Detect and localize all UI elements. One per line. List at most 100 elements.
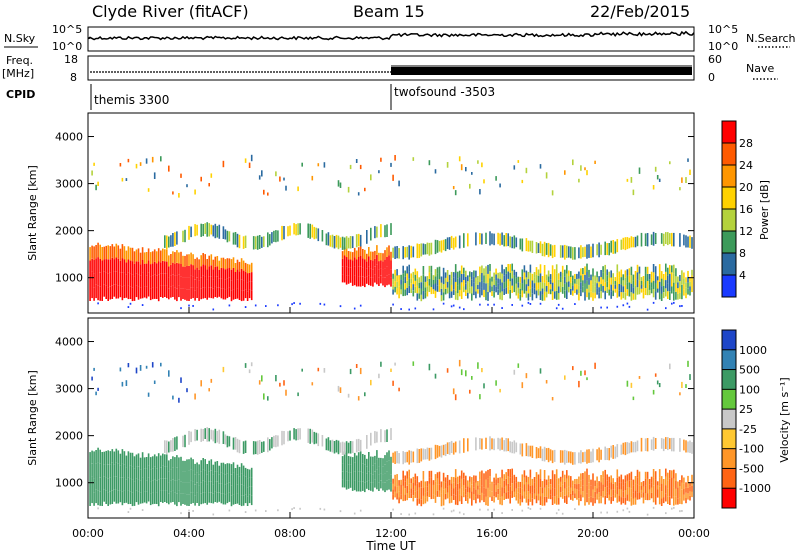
- power-cell: [636, 287, 639, 295]
- power-cell: [448, 274, 451, 281]
- power-cell: [509, 264, 511, 273]
- power-cell: [539, 241, 542, 254]
- velocity-cell: [182, 471, 184, 483]
- velocity-cell: [250, 362, 253, 367]
- velocity-cell: [238, 495, 241, 505]
- velocity-cell: [240, 484, 243, 496]
- velocity-cell: [420, 480, 423, 488]
- power-cell: [91, 271, 93, 285]
- power-cell: [125, 286, 128, 298]
- velocity-cell: [543, 470, 546, 479]
- velocity-cell: [545, 491, 548, 497]
- power-cell: [271, 232, 273, 244]
- power-cell: [671, 272, 673, 280]
- velocity-cell: [418, 493, 421, 499]
- velocity-cell: [574, 479, 576, 484]
- power-cell: [129, 260, 132, 274]
- velocity-cell: [119, 465, 122, 478]
- power-cell: [677, 276, 679, 283]
- velocity-cell: [511, 468, 513, 476]
- power-cell: [673, 282, 675, 292]
- velocity-cell: [343, 478, 346, 488]
- power-cell: [465, 277, 467, 284]
- velocity-cell: [384, 430, 386, 443]
- power-cell: [384, 225, 386, 238]
- velocity-cell: [162, 453, 164, 466]
- power-cell: [396, 275, 398, 282]
- power-cell: [648, 284, 651, 290]
- velocity-cell: [186, 459, 188, 471]
- velocity-cell: [91, 463, 93, 477]
- velocity-cell: [564, 375, 566, 380]
- velocity-cell: [622, 485, 625, 492]
- power-cell: [390, 223, 392, 235]
- velocity-cell: [242, 441, 245, 454]
- time-tick-label: 08:00: [274, 527, 306, 540]
- power-cell: [564, 269, 566, 277]
- velocity-cell: [618, 476, 621, 483]
- velocity-cell: [166, 490, 168, 504]
- velocity-cell: [299, 507, 301, 510]
- velocity-cell: [426, 447, 429, 460]
- power-cell: [646, 281, 649, 289]
- velocity-cell: [129, 452, 132, 466]
- power-cell: [479, 266, 481, 275]
- power-cell: [129, 302, 132, 305]
- power-cell: [646, 308, 649, 311]
- power-cell: [416, 285, 419, 294]
- velocity-cell: [285, 389, 287, 396]
- power-cell: [521, 179, 524, 184]
- velocity-cell: [479, 508, 481, 511]
- velocity-cell: [135, 490, 138, 503]
- velocity-cell: [412, 495, 415, 502]
- power-cell: [525, 277, 528, 285]
- velocity-cell: [406, 478, 408, 486]
- velocity-cell: [638, 492, 641, 500]
- power-cell: [416, 243, 419, 259]
- power-cell: [186, 254, 188, 266]
- velocity-cell: [349, 368, 352, 375]
- power-cell: [438, 266, 441, 273]
- velocity-cell: [416, 448, 419, 464]
- velocity-cell: [412, 361, 415, 366]
- velocity-cell: [246, 478, 249, 488]
- velocity-cell: [590, 479, 592, 486]
- velocity-cell: [660, 498, 663, 506]
- velocity-cell: [551, 450, 554, 464]
- power-cell: [151, 251, 154, 264]
- y-tick-label: 2000: [55, 430, 83, 443]
- velocity-cell: [438, 478, 441, 485]
- velocity-cell: [236, 493, 239, 504]
- velocity-cell: [463, 491, 465, 498]
- power-cell: [216, 225, 219, 238]
- velocity-cell: [561, 512, 564, 515]
- power-cell: [307, 223, 309, 238]
- velocity-cell: [121, 491, 124, 506]
- power-cell: [456, 285, 459, 293]
- power-cell: [555, 290, 558, 300]
- power-cell: [606, 287, 608, 293]
- power-cell: [465, 167, 467, 172]
- power-cell: [463, 308, 465, 311]
- velocity-cell: [471, 498, 473, 506]
- power-cell: [454, 236, 457, 248]
- velocity-cell: [410, 488, 412, 494]
- power-cell: [204, 287, 206, 299]
- power-cell: [475, 270, 477, 278]
- velocity-cell: [626, 480, 629, 488]
- velocity-cell: [626, 380, 629, 387]
- power-cell: [576, 284, 578, 290]
- velocity-cell: [248, 369, 251, 374]
- power-cell: [638, 266, 641, 274]
- power-cell: [149, 264, 152, 277]
- velocity-cell: [121, 477, 124, 492]
- velocity-cell: [683, 494, 685, 501]
- velocity-cell: [200, 493, 202, 505]
- velocity-cell: [628, 480, 631, 488]
- velocity-cell: [311, 429, 314, 443]
- velocity-cell: [414, 512, 417, 515]
- nave-tick-bottom: 0: [708, 71, 715, 84]
- power-cell: [539, 273, 542, 283]
- velocity-cell: [626, 487, 629, 495]
